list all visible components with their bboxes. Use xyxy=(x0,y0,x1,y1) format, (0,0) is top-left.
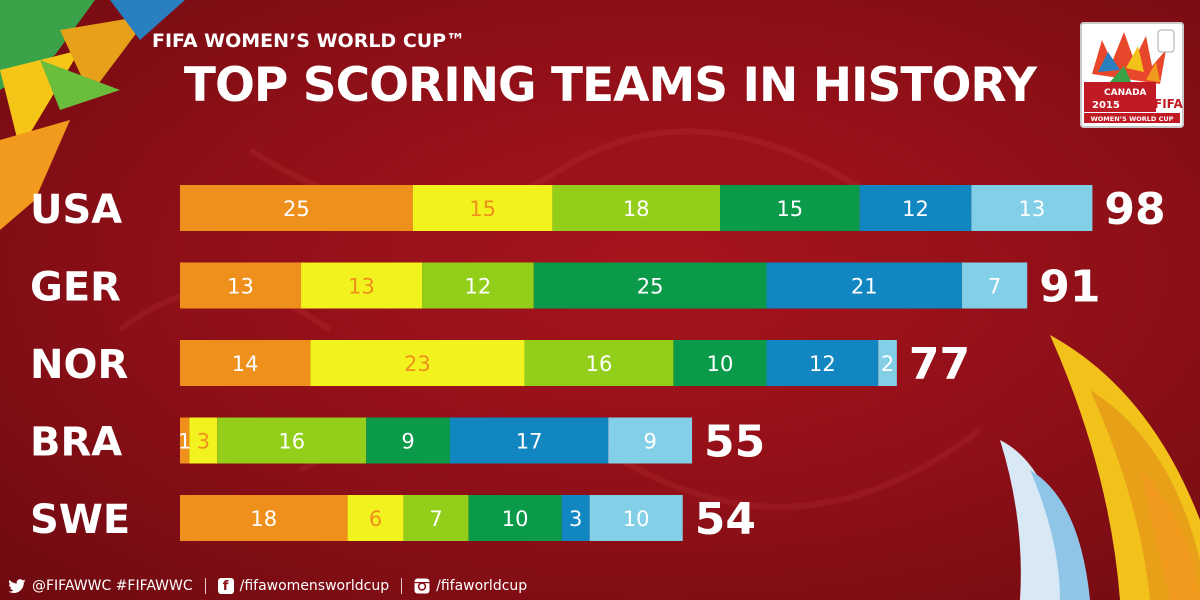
segment-value-label: 7 xyxy=(429,507,442,531)
bar-segment xyxy=(962,262,1028,309)
bar-segment xyxy=(561,495,590,541)
segment-value-label: 7 xyxy=(988,275,1001,299)
bar-segment xyxy=(403,495,469,541)
bar-segment xyxy=(766,262,963,309)
bar-segment xyxy=(859,185,972,231)
segment-value-label: 16 xyxy=(586,352,613,376)
instagram-handle: /fifaworldcup xyxy=(436,578,528,594)
bar-segment xyxy=(180,495,348,541)
bar-segment xyxy=(608,417,693,464)
logo-line2: 2015 xyxy=(1092,100,1120,111)
bar-segment xyxy=(180,185,413,231)
segment-value-label: 25 xyxy=(283,197,310,221)
bar-segment xyxy=(217,417,367,464)
footer: @FIFAWWC #FIFAWWC f /fifawomensworldcup … xyxy=(8,575,527,597)
bar-segment xyxy=(180,262,302,309)
bar-segment xyxy=(180,417,190,464)
segment-value-label: 10 xyxy=(502,507,529,531)
segment-value-label: 1 xyxy=(178,430,191,454)
total-label: 98 xyxy=(1104,184,1165,235)
segment-value-label: 18 xyxy=(250,507,277,531)
segment-value-label: 10 xyxy=(707,352,734,376)
page-title: TOP SCORING TEAMS IN HISTORY xyxy=(183,58,1037,113)
bar-segment xyxy=(468,495,562,541)
total-label: 55 xyxy=(704,417,765,468)
logo-caption: WOMEN’S WORLD CUP xyxy=(1091,115,1174,123)
segment-value-label: 25 xyxy=(637,275,664,299)
bar-segment xyxy=(449,417,609,464)
segment-value-label: 18 xyxy=(623,197,650,221)
instagram-link[interactable]: /fifaworldcup xyxy=(414,578,527,594)
segment-value-label: 12 xyxy=(902,197,929,221)
total-label: 77 xyxy=(909,339,970,390)
bar-segment xyxy=(301,262,423,309)
segment-value-label: 21 xyxy=(851,275,878,299)
segment-value-label: 9 xyxy=(643,430,656,454)
twitter-link[interactable]: @FIFAWWC #FIFAWWC xyxy=(8,578,193,594)
twitter-icon xyxy=(8,578,26,593)
facebook-handle: /fifawomensworldcup xyxy=(239,578,390,594)
maple-leaf-icon: CANADA 2015 FIFA WOMEN’S WORLD CUP xyxy=(1084,29,1183,123)
segment-value-label: 3 xyxy=(569,507,582,531)
bar-segment xyxy=(878,340,897,386)
bar-segment xyxy=(719,185,860,231)
bar-segment xyxy=(589,495,683,541)
team-label: USA xyxy=(30,187,122,233)
bar-segment xyxy=(412,185,553,231)
leaf-top-left xyxy=(0,0,185,230)
segment-value-label: 17 xyxy=(516,430,543,454)
segment-value-label: 10 xyxy=(623,507,650,531)
footer-divider xyxy=(204,578,206,594)
team-label: BRA xyxy=(30,420,122,466)
facebook-link[interactable]: f /fifawomensworldcup xyxy=(217,578,390,594)
bar-segment xyxy=(180,340,311,386)
team-label: NOR xyxy=(30,342,128,388)
segment-value-label: 12 xyxy=(465,275,492,299)
bar-segment xyxy=(310,340,525,386)
segment-value-label: 15 xyxy=(776,197,803,221)
twitter-handle: @FIFAWWC #FIFAWWC xyxy=(32,578,193,594)
bar-segment xyxy=(524,340,674,386)
segment-value-label: 13 xyxy=(1018,197,1045,221)
segment-value-label: 23 xyxy=(404,352,431,376)
segment-value-label: 6 xyxy=(369,507,382,531)
bar-segment xyxy=(347,495,404,541)
bar-segment xyxy=(971,185,1093,231)
bar-segment xyxy=(366,417,450,464)
bar-segment xyxy=(533,262,767,309)
logo-line1: CANADA xyxy=(1104,88,1147,98)
team-label: GER xyxy=(30,265,121,311)
bar-segment xyxy=(766,340,879,386)
instagram-icon xyxy=(414,578,430,594)
bar-segment xyxy=(552,185,720,231)
segment-value-label: 2 xyxy=(881,352,894,376)
team-label: SWE xyxy=(30,497,130,543)
segment-value-label: 16 xyxy=(278,430,305,454)
bar-segment xyxy=(673,340,767,386)
segment-value-label: 15 xyxy=(469,197,496,221)
segment-value-label: 14 xyxy=(232,352,259,376)
leaf-bottom-right xyxy=(1000,335,1200,600)
total-label: 54 xyxy=(695,494,756,545)
segment-value-label: 13 xyxy=(227,275,254,299)
segment-value-label: 13 xyxy=(348,275,375,299)
footer-divider xyxy=(401,578,403,594)
segment-value-label: 12 xyxy=(809,352,836,376)
segment-value-label: 3 xyxy=(197,430,210,454)
header-subtitle: FIFA WOMEN’S WORLD CUP™ xyxy=(152,30,466,52)
canada-2015-logo: CANADA 2015 FIFA WOMEN’S WORLD CUP xyxy=(1080,22,1184,128)
logo-brand: FIFA xyxy=(1154,97,1183,111)
bar-segment xyxy=(422,262,534,309)
bar-segment xyxy=(189,417,218,464)
facebook-icon: f xyxy=(217,578,234,594)
segment-value-label: 9 xyxy=(401,430,414,454)
total-label: 91 xyxy=(1039,262,1100,313)
